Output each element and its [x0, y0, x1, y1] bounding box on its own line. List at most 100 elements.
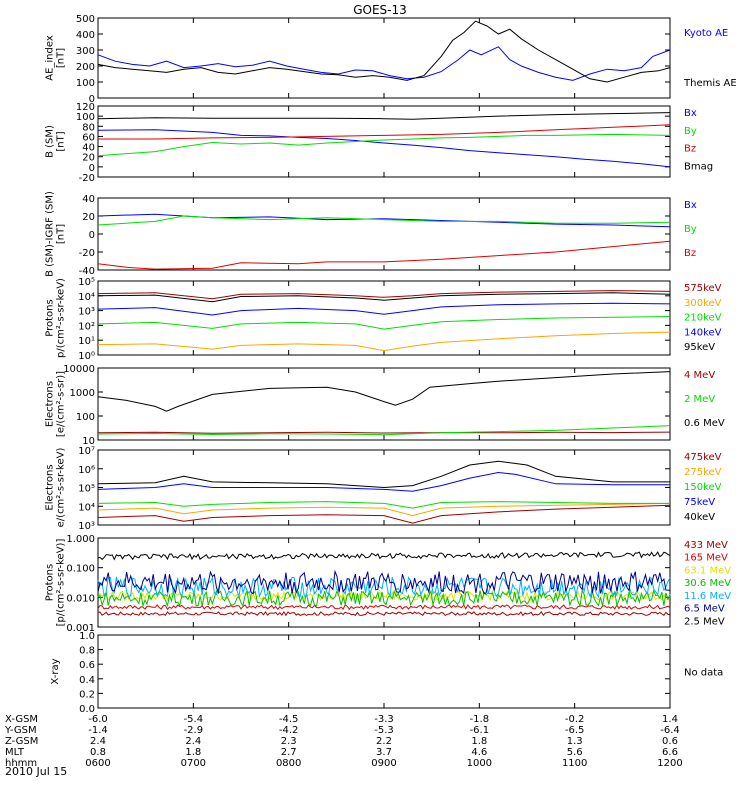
y-tick-label: 1.000 [66, 534, 95, 545]
y-tick-label: 300 [76, 46, 95, 57]
series-line-40kev [97, 460, 670, 489]
legend-entry: 6.5 MeV [684, 604, 725, 615]
legend-entry: 575keV [684, 283, 722, 294]
panel-0: 0 100 200 300 400 500 AE_index [nT] Kyoto AE Them… [45, 14, 737, 105]
y-tick-label: 10⁴ [78, 502, 95, 513]
legend-entry: Kyoto AE [684, 28, 728, 39]
y-tick-label: 10³ [78, 521, 95, 532]
y-axis-label: [nT] [56, 224, 67, 244]
footer-value: 5.6 [567, 747, 583, 758]
footer-value: 1.3 [567, 736, 583, 747]
series-line-2.5-mev [97, 551, 671, 561]
series-line-bz [98, 124, 671, 140]
y-tick-label: 10⁴ [78, 292, 95, 303]
footer-value: 1.8 [471, 736, 487, 747]
series-line-75kev [97, 471, 670, 492]
legend-entry: 75keV [684, 497, 715, 508]
panel-frame [97, 105, 671, 178]
y-tick-label: 10³ [78, 307, 95, 318]
y-tick-label: 10⁵ [78, 484, 95, 495]
series-line-575kev [97, 290, 671, 300]
legend-entry: 11.6 MeV [684, 591, 731, 602]
footer-value: 0800 [276, 758, 301, 769]
y-tick-label: 1.0 [79, 631, 95, 642]
y-tick-label: 120 [76, 102, 95, 113]
y-axis-label: Protons [45, 299, 56, 336]
legend-entry: 140keV [684, 327, 722, 338]
series-line-bz [97, 240, 671, 270]
legend-entry: 210keV [684, 313, 722, 324]
y-tick-label: 10⁰ [78, 351, 95, 362]
y-tick-label: 0.100 [66, 564, 95, 575]
ephemeris-footer: X-GSM -6.0 -5.4 -4.5 -3.3 -1.8 -0.2 1.4 Y-GSM -1.… [4, 714, 683, 769]
series-line-210kev [97, 316, 671, 330]
series-line-165-mev [97, 603, 671, 611]
series-line-0.6-mev [97, 371, 671, 412]
panel-2: -40 -20 0 20 40 B (SM)-IGRF (SM) [nT] Bx By Bz [45, 191, 697, 277]
y-axis-label: Electrons [45, 464, 56, 510]
series-line-by [97, 133, 671, 157]
panel-7: 0.0 0.2 0.4 0.6 0.8 1.0 X-ray No data [50, 631, 723, 715]
y-tick-label: 10⁷ [78, 446, 95, 457]
y-axis-label: B (SM)-IGRF (SM) [45, 191, 56, 277]
legend-entry: 165 MeV [684, 553, 728, 564]
y-axis-label: p/(cm²-s-sr-keV) [56, 278, 67, 358]
footer-row-label: hhmm [5, 758, 37, 769]
panel-3: 10⁰ 10¹ 10² 10³ 10⁴ 10⁵ Protons p/(cm²-s-sr-keV… [45, 277, 722, 362]
y-tick-label: 40 [82, 143, 95, 154]
y-tick-label: 40 [82, 194, 95, 205]
panel-4: 10 100 1000 10000 Electrons [e/(cm²-s-sr)] 4 M… [45, 364, 725, 447]
footer-value: -2.9 [184, 725, 204, 736]
footer-value: -5.4 [184, 714, 204, 725]
y-tick-label: 0.0 [79, 704, 95, 715]
y-tick-label: 100 [76, 112, 95, 123]
panel-6: 0.001 0.010 0.100 1.000 Protons [p/(cm²-s-sr-… [45, 534, 732, 634]
footer-value: -1.8 [470, 714, 490, 725]
legend-entry: 150keV [684, 482, 722, 493]
footer-value: 2.4 [90, 736, 106, 747]
y-tick-label: 10⁵ [78, 277, 95, 288]
footer-value: 0600 [85, 758, 110, 769]
y-tick-label: 20 [82, 212, 95, 223]
no-data-note: No data [684, 668, 723, 679]
legend-entry: Bx [684, 108, 697, 119]
y-axis-label: [e/(cm²-s-sr)] [56, 371, 67, 437]
footer-value: 1.8 [185, 747, 201, 758]
footer-value: 0700 [181, 758, 206, 769]
footer-value: -6.0 [88, 714, 108, 725]
y-tick-label: 80 [82, 122, 95, 133]
y-tick-label: 0 [89, 94, 95, 105]
y-tick-label: 200 [76, 62, 95, 73]
series-line-300kev [97, 331, 671, 352]
footer-value: -5.3 [374, 725, 394, 736]
legend-entry: 433 MeV [684, 540, 728, 551]
y-tick-label: 0.6 [79, 660, 95, 671]
legend-entry: By [684, 126, 697, 137]
legend-entry: By [684, 224, 697, 235]
y-tick-label: 0.010 [66, 593, 95, 604]
y-tick-label: 1000 [70, 388, 95, 399]
y-tick-label: 0.8 [79, 646, 95, 657]
series-line-433-mev [97, 610, 671, 617]
footer-value: 2.2 [376, 736, 392, 747]
series-line-30.6-mev [97, 588, 671, 608]
legend-entry: 475keV [684, 452, 722, 463]
y-tick-label: 10⁶ [78, 465, 95, 476]
y-axis-label: [p/(cm²-s-sr-keV)] [56, 539, 67, 627]
y-tick-label: 10² [78, 321, 95, 332]
footer-value: 6.6 [662, 747, 678, 758]
legend-entry: 4 MeV [684, 370, 715, 381]
y-tick-label: -40 [79, 266, 95, 277]
series-line-150kev [97, 501, 670, 509]
y-tick-label: 100 [76, 412, 95, 423]
legend-entry: Bz [684, 248, 696, 259]
y-tick-label: 10 [82, 436, 95, 447]
panel-frame [97, 197, 671, 271]
series-line-2-mev [97, 425, 671, 436]
date-label: 2010 Jul 15 [5, 765, 67, 778]
footer-value: 0.8 [90, 747, 106, 758]
